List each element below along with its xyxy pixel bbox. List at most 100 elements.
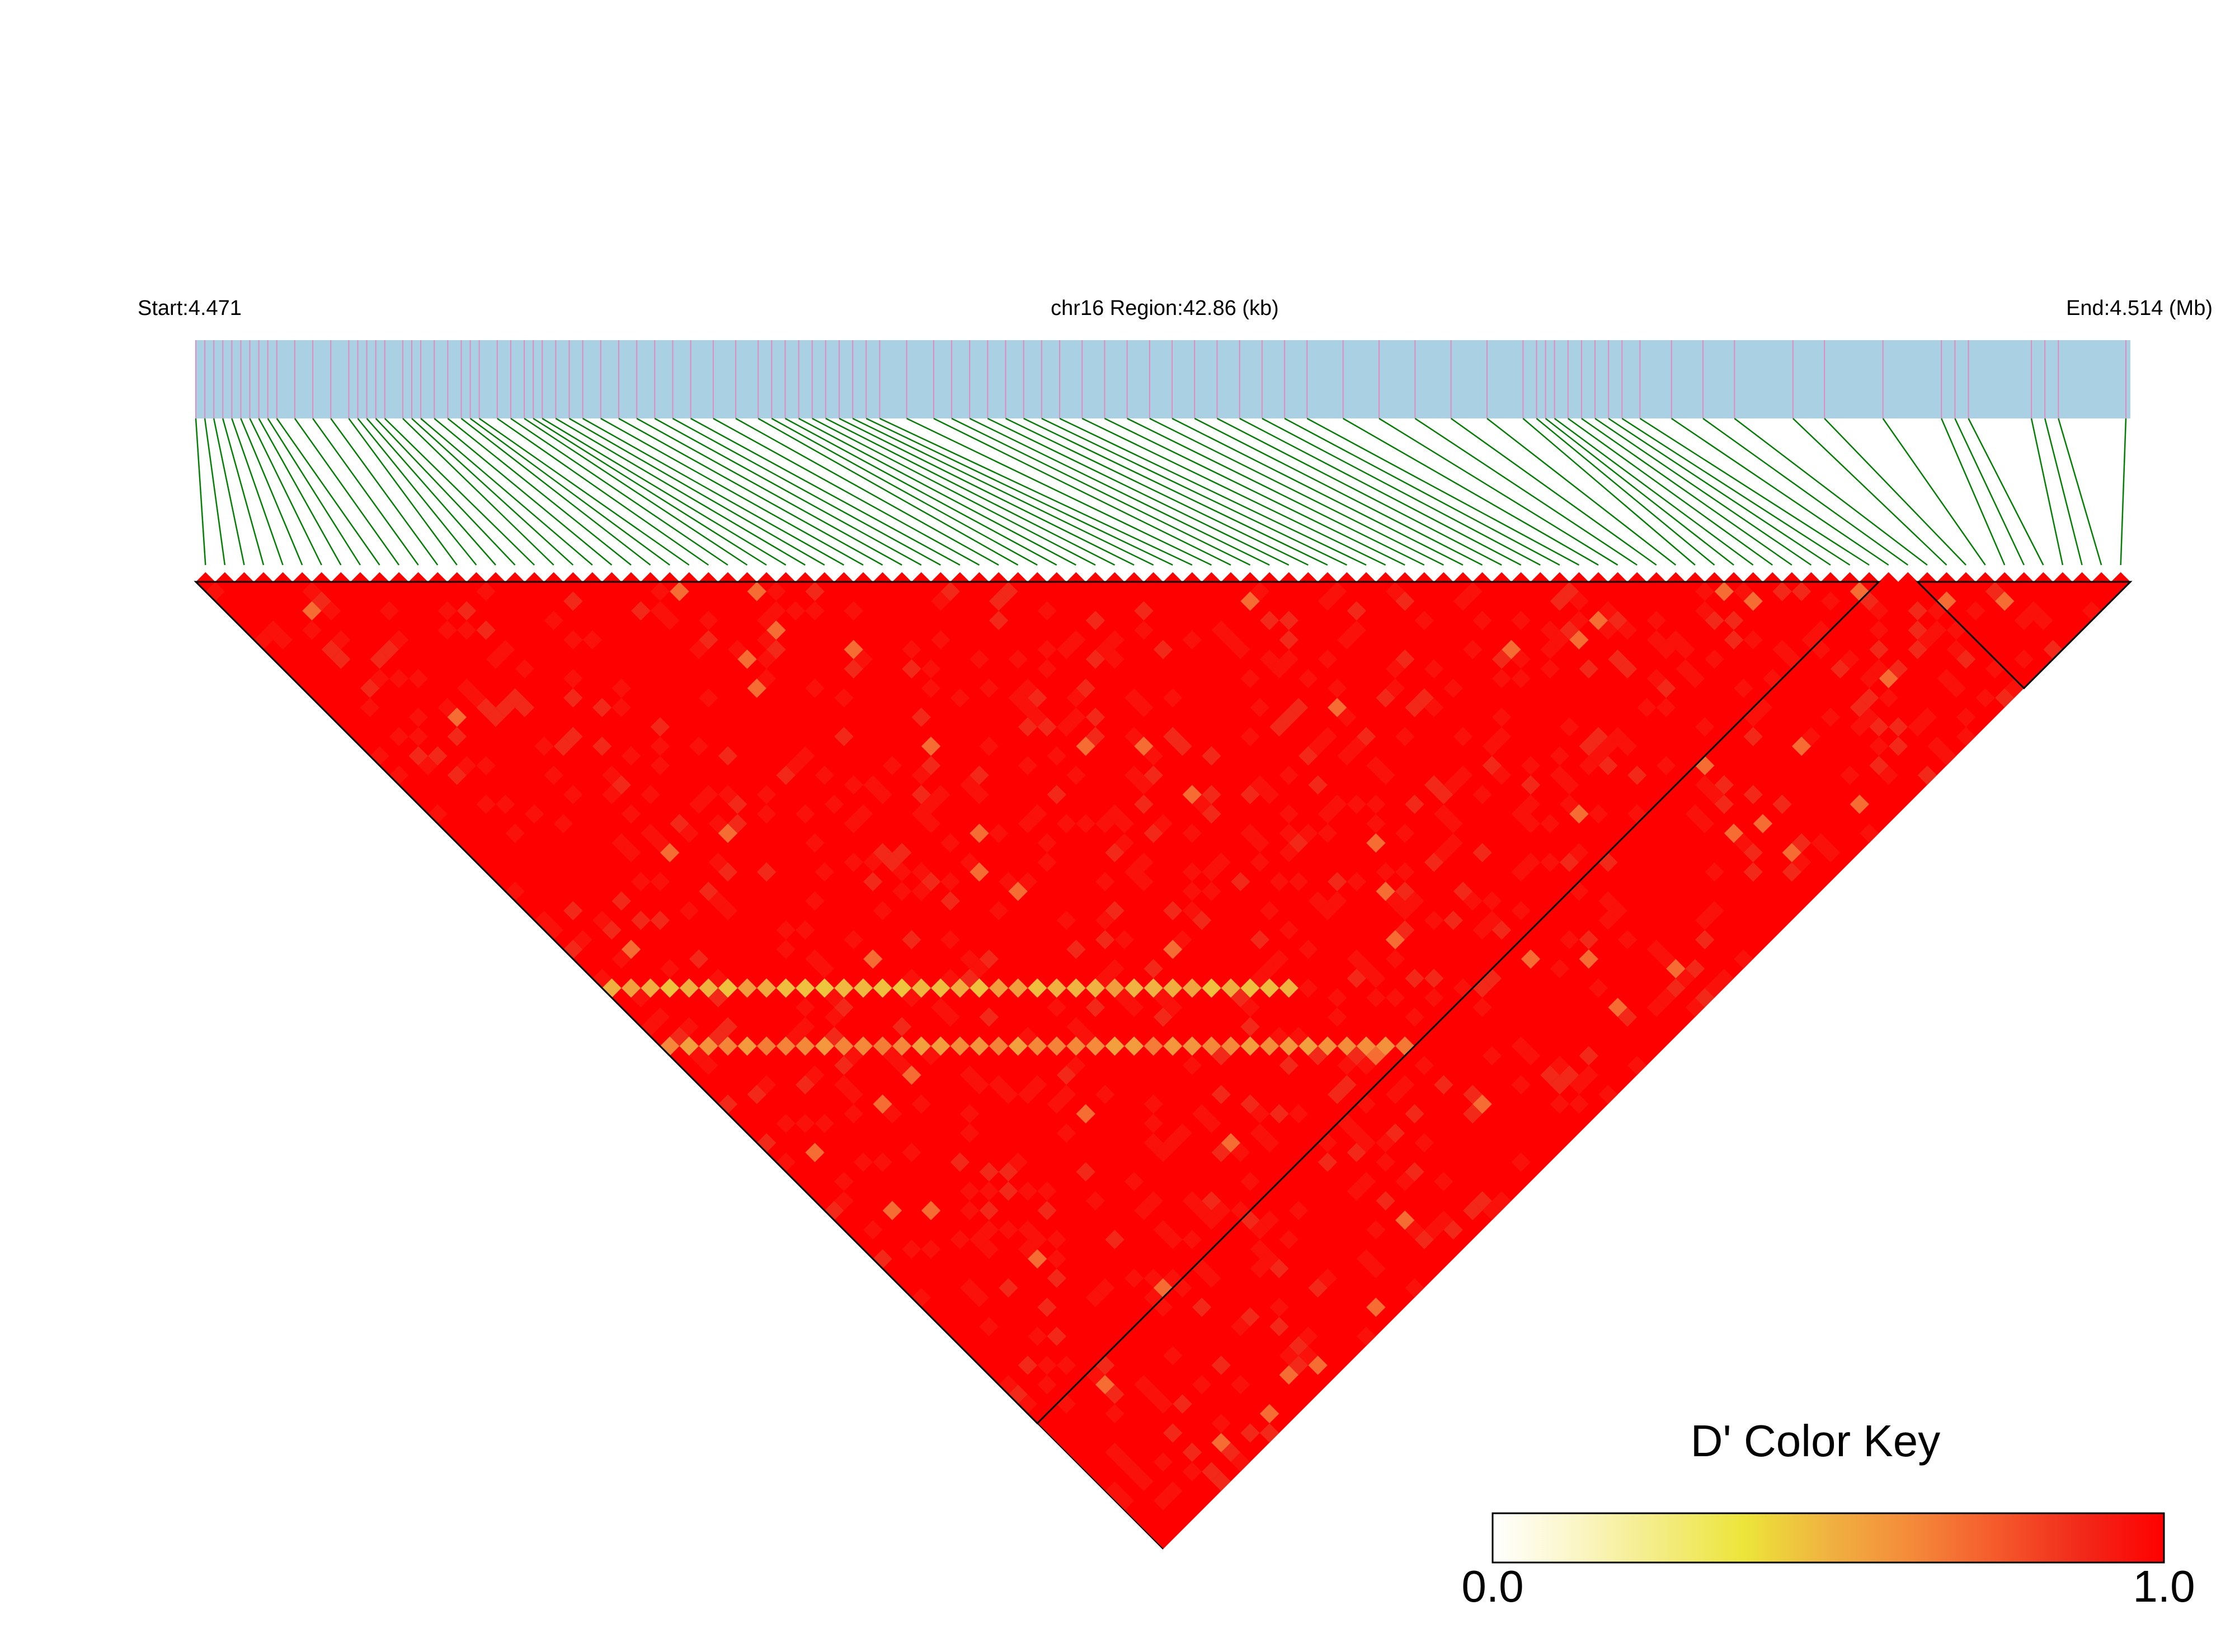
ld-cell — [1395, 881, 1415, 901]
ld-cell — [1269, 1297, 1289, 1317]
ld-cell — [999, 1220, 1018, 1240]
ld-cell — [1424, 968, 1444, 989]
ld-cell — [1018, 756, 1038, 775]
snp-connector-line — [524, 417, 748, 566]
ld-cell — [1047, 1268, 1067, 1288]
ld-cell — [1521, 794, 1541, 814]
ld-cell — [970, 959, 989, 978]
ld-cell — [1211, 1201, 1231, 1221]
ld-cell — [650, 1007, 670, 1027]
snp-connector-line — [348, 418, 458, 566]
snp-connector-line — [865, 417, 1173, 566]
ld-cell — [427, 746, 448, 766]
snp-connector-line — [1568, 417, 1773, 566]
ld-cell — [1269, 949, 1289, 969]
ld-cell — [1395, 920, 1415, 940]
ld-cell — [1753, 813, 1773, 834]
ld-cell — [1511, 901, 1531, 921]
ld-cell — [1521, 949, 1541, 969]
ld-cell — [892, 843, 912, 863]
ld-cell — [1250, 833, 1270, 853]
ld-cell — [1869, 601, 1889, 621]
ld-cell — [1144, 765, 1163, 785]
ld-cell — [1656, 678, 1676, 698]
ld-cell — [1376, 1036, 1395, 1056]
snp-connector-line — [1554, 417, 1754, 566]
ld-cell — [1491, 727, 1512, 746]
ld-cell — [1308, 1356, 1328, 1375]
ld-cell — [1163, 978, 1183, 998]
ld-edge-cell — [1782, 572, 1802, 582]
ld-cell — [1472, 1094, 1492, 1114]
ld-cell — [959, 1201, 980, 1221]
ld-cell — [1124, 978, 1144, 998]
snp-connector-line — [1023, 417, 1328, 566]
snp-connector-line — [713, 417, 980, 566]
ld-cell — [1405, 1278, 1424, 1298]
ld-cell — [563, 727, 583, 746]
ld-cell — [1269, 1104, 1289, 1124]
ld-cell — [1462, 639, 1483, 660]
ld-cell — [611, 775, 632, 795]
ld-cell — [1318, 727, 1338, 746]
ld-cell — [1482, 1046, 1502, 1066]
ld-cell — [1134, 1201, 1154, 1221]
snp-connector-line — [497, 417, 709, 566]
ld-cell — [408, 727, 428, 746]
ld-cell — [1202, 978, 1221, 998]
snp-connector-line — [411, 418, 574, 566]
ld-cell — [911, 978, 931, 998]
ld-cell — [1134, 620, 1154, 640]
ld-cell — [1066, 978, 1086, 998]
snp-connector-line — [1581, 417, 1792, 566]
ld-cell — [853, 978, 873, 998]
ld-cell — [1975, 688, 1995, 708]
ld-cell — [1250, 582, 1270, 601]
ld-cell — [1211, 1413, 1231, 1433]
snp-connector-line — [204, 418, 226, 566]
ld-cell — [1985, 582, 2005, 601]
ld-cell — [1124, 765, 1144, 785]
ld-cell — [1182, 978, 1202, 998]
ld-cell — [1521, 756, 1541, 775]
snp-connector-line — [1059, 417, 1367, 566]
ld-cell — [959, 1181, 980, 1201]
ld-cell — [360, 678, 380, 698]
ld-cell — [1250, 1123, 1270, 1143]
ld-cell — [1840, 649, 1860, 669]
ld-cell — [699, 1056, 718, 1075]
ld-cell — [1791, 833, 1811, 853]
snp-connector-line — [434, 418, 613, 566]
ld-cell — [1579, 659, 1599, 679]
ld-cell — [708, 891, 728, 911]
ld-cell — [1250, 1104, 1270, 1124]
ld-cell — [408, 707, 428, 727]
ld-cell — [1259, 901, 1279, 921]
ld-cell — [989, 823, 1009, 843]
ld-cell — [979, 1162, 999, 1182]
snp-connector-line — [1536, 418, 1715, 566]
ld-cell — [1269, 1259, 1289, 1278]
ld-edge-cell — [196, 572, 215, 582]
snp-connector-line — [420, 418, 593, 566]
ld-cell — [1298, 978, 1318, 998]
ld-cell — [795, 1113, 815, 1133]
ld-cell — [1105, 959, 1124, 978]
ld-cell — [1192, 1297, 1212, 1317]
ld-cell — [1231, 1375, 1250, 1395]
snp-connector-line — [2058, 418, 2102, 566]
ld-cell — [1646, 669, 1667, 689]
ld-cell — [1734, 582, 1753, 601]
snp-connector-line — [240, 418, 303, 566]
snp-connector-line — [1792, 418, 1947, 566]
ld-cell — [718, 1017, 738, 1037]
ld-cell — [1994, 591, 2015, 611]
ld-edge-cell — [1163, 572, 1183, 582]
snp-connector-line — [1639, 417, 1870, 566]
ld-cell — [1018, 1356, 1038, 1375]
ld-cell — [1153, 1452, 1173, 1472]
snp-connector-line — [249, 418, 322, 566]
ld-cell — [1714, 968, 1734, 989]
ld-edge-cell — [756, 572, 777, 582]
ld-cell — [1646, 610, 1667, 630]
